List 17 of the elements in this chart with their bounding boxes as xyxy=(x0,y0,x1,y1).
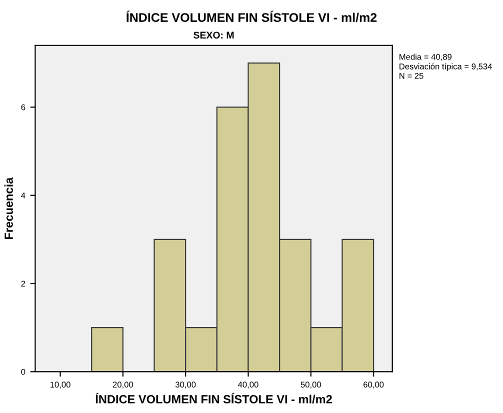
text: Media = 40,89 xyxy=(400,54,452,61)
x-tick-label: 10,00 xyxy=(50,382,70,389)
text: Desviación típica = 9,534 xyxy=(400,63,492,72)
y-axis-title: Frecuencia xyxy=(4,177,13,239)
y-tick-label: 0 xyxy=(21,368,26,375)
y-tick-label: 6 xyxy=(21,104,26,110)
text: N = 25 xyxy=(400,72,424,79)
x-axis-title: ÍNDICE VOLUMEN FIN SÍSTOLE VI - ml/m2 xyxy=(96,392,332,404)
chart-title: ÍNDICE VOLUMEN FIN SÍSTOLE VI - ml/m2 xyxy=(126,10,377,22)
y-tick-label: 4 xyxy=(21,192,26,198)
x-tick-label: 60,00 xyxy=(364,382,384,389)
chart-subtitle: SEXO: M xyxy=(194,32,234,39)
x-tick-label: 20,00 xyxy=(112,382,134,389)
x-tick-label: 40,00 xyxy=(238,382,258,389)
y-tick-label: 2 xyxy=(21,280,26,287)
x-tick-label: 50,00 xyxy=(300,382,321,389)
x-tick-label: 30,00 xyxy=(175,382,196,389)
